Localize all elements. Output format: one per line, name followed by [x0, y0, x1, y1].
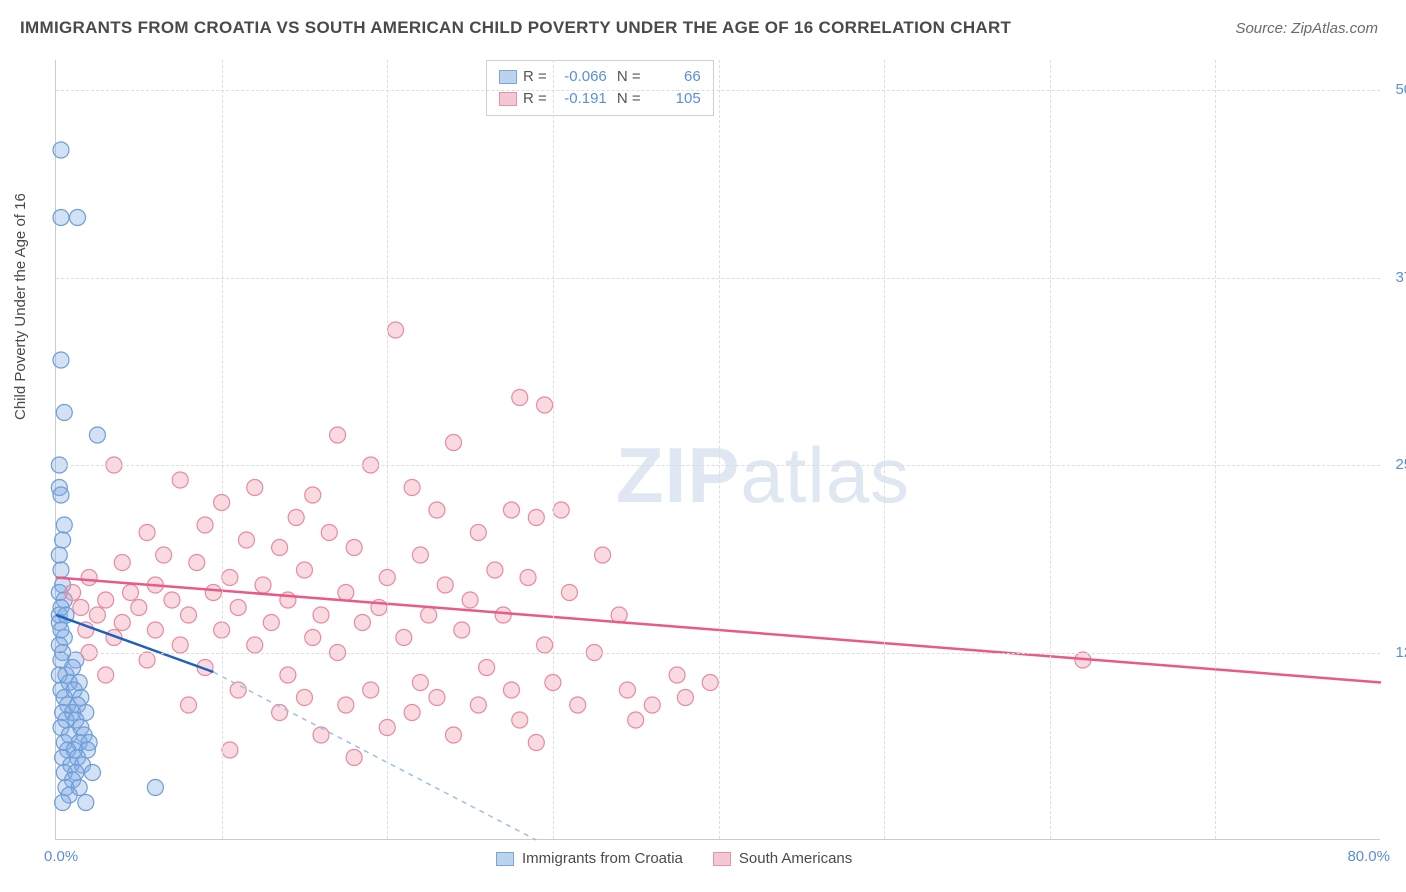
legend-item-croatia: Immigrants from Croatia [496, 850, 683, 867]
chart-container: IMMIGRANTS FROM CROATIA VS SOUTH AMERICA… [0, 0, 1406, 892]
chart-title: IMMIGRANTS FROM CROATIA VS SOUTH AMERICA… [20, 18, 1011, 38]
series-legend: Immigrants from Croatia South Americans [496, 850, 852, 867]
swatch-south-american-icon [713, 852, 731, 866]
y-tick-label: 25.0% [1383, 456, 1406, 473]
y-tick-label: 50.0% [1383, 81, 1406, 98]
y-axis-label: Child Poverty Under the Age of 16 [12, 193, 29, 420]
source-label: Source: ZipAtlas.com [1235, 20, 1378, 37]
legend-item-south-american: South Americans [713, 850, 852, 867]
y-tick-label: 37.5% [1383, 269, 1406, 286]
swatch-croatia-icon [496, 852, 514, 866]
plot-area: ZIPatlas R = -0.066 N = 66 R = -0.191 N … [55, 60, 1380, 840]
x-tick-max: 80.0% [1347, 848, 1390, 865]
x-tick-min: 0.0% [44, 848, 78, 865]
y-tick-label: 12.5% [1383, 644, 1406, 661]
